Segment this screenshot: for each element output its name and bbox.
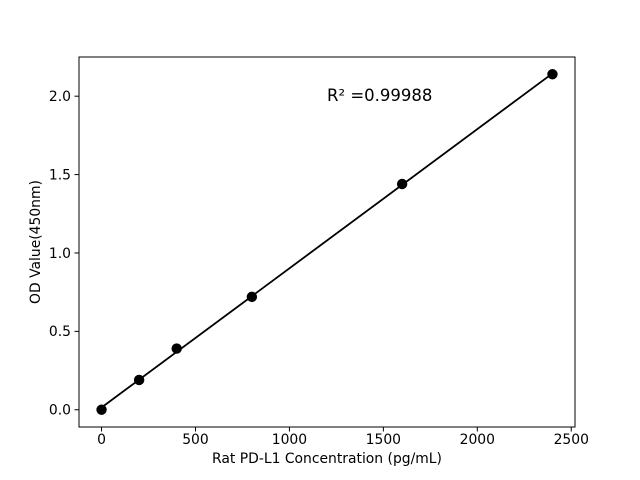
y-axis-label: OD Value(450nm) — [28, 180, 44, 304]
y-tick-label: 2.0 — [49, 89, 71, 105]
y-tick-label: 0.0 — [49, 403, 71, 419]
x-tick-label: 2500 — [554, 432, 589, 448]
x-tick-label: 2000 — [460, 432, 495, 448]
data-point-marker — [96, 404, 107, 415]
y-tick-label: 1.0 — [49, 246, 71, 262]
plot-border — [78, 56, 576, 428]
fit-line — [101, 72, 553, 409]
data-point-marker — [133, 374, 145, 386]
x-tick-label: 0 — [97, 432, 106, 448]
x-tick-label: 1000 — [272, 432, 307, 448]
data-point-marker — [396, 178, 408, 190]
data-point-marker — [246, 291, 258, 303]
x-tick-label: 500 — [182, 432, 209, 448]
y-tick-label: 0.5 — [49, 324, 71, 340]
y-tick-label: 1.5 — [49, 167, 71, 183]
data-point-marker — [547, 69, 558, 80]
r-squared-annotation: R² =0.99988 — [327, 86, 433, 105]
data-point-marker — [171, 343, 182, 354]
x-axis-label: Rat PD-L1 Concentration (pg/mL) — [212, 451, 442, 467]
x-tick-label: 1500 — [366, 432, 401, 448]
